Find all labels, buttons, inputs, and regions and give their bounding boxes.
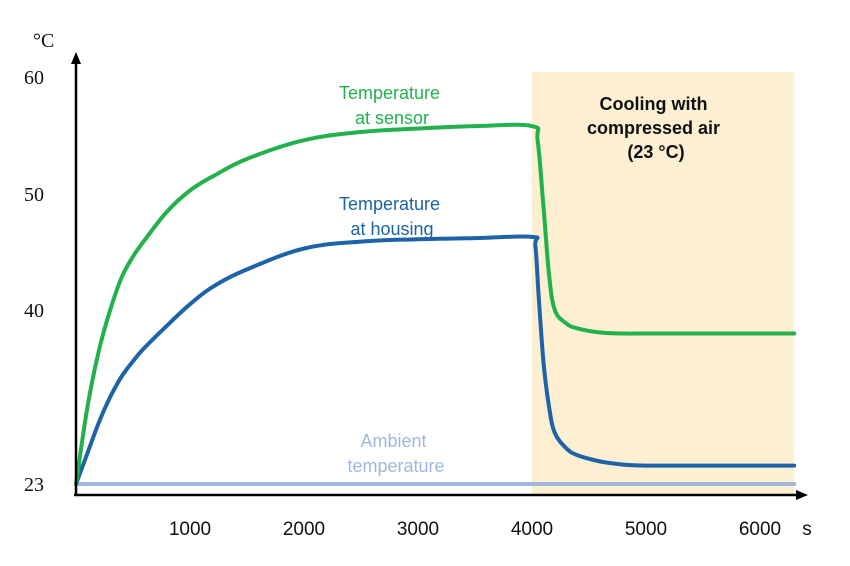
series-label-ambient-line-2: temperature <box>347 456 444 476</box>
series-label-housing-line-2: at housing <box>350 219 433 239</box>
y-axis-unit-label: °C <box>33 30 54 52</box>
series-label-sensor-line-1: Temperature <box>339 83 440 103</box>
x-axis-arrow <box>796 490 808 500</box>
cooling-region <box>532 72 795 495</box>
cooling-region-label-line-1: Cooling with <box>600 94 708 114</box>
series-label-ambient: Ambient temperature <box>347 431 444 476</box>
x-tick-label: 3000 <box>397 519 439 540</box>
series-label-sensor-line-2: at sensor <box>355 108 429 128</box>
cooling-region-label-line-2: compressed air <box>587 118 720 138</box>
series-line-housing <box>74 234 797 486</box>
y-tick-label: 40 <box>24 300 44 322</box>
series-label-ambient-line-1: Ambient <box>360 431 426 451</box>
cooling-region-label-line-3: (23 °C) <box>627 142 684 162</box>
y-axis-arrow <box>71 52 81 64</box>
x-tick-label: 1000 <box>169 519 211 540</box>
x-tick-label: 2000 <box>283 519 325 540</box>
y-tick-label: 60 <box>24 67 44 89</box>
x-tick-label: 4000 <box>511 519 553 540</box>
x-tick-label: 6000 <box>739 519 781 540</box>
x-axis-unit-label: s <box>802 519 812 540</box>
series-label-sensor: Temperature at sensor <box>339 83 445 128</box>
cooling-region-label: Cooling with compressed air (23 °C) <box>587 94 725 162</box>
series-label-housing-line-1: Temperature <box>339 194 440 214</box>
series-label-housing: Temperature at housing <box>339 194 445 239</box>
x-tick-label: 5000 <box>625 519 667 540</box>
series-line-sensor <box>74 122 797 486</box>
y-tick-label: 50 <box>24 184 44 206</box>
x-tick-labels: 1000 2000 3000 4000 5000 6000 <box>169 519 781 540</box>
y-tick-labels: 23 40 50 60 <box>24 67 44 496</box>
series-layer <box>74 122 797 487</box>
y-tick-label: 23 <box>24 474 44 496</box>
